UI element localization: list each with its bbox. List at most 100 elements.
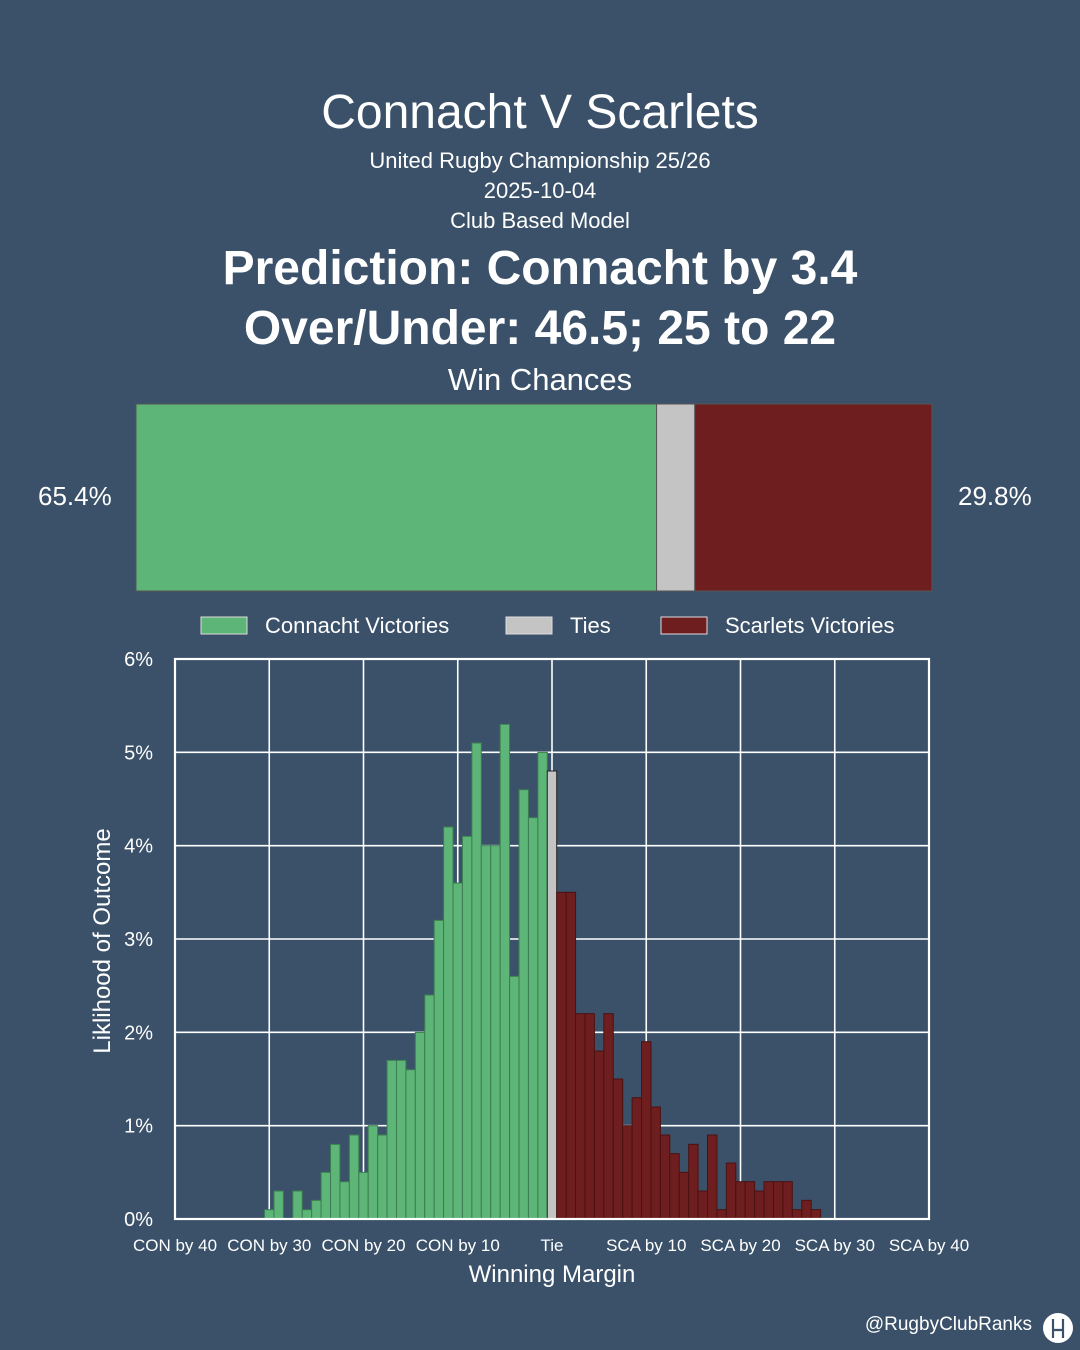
bar-ties: [546, 770, 558, 1220]
home-win-percentage: 65.4%: [38, 481, 112, 511]
match-date: 2025-10-04: [483, 178, 597, 203]
bar-scarlets-victories: [688, 1143, 699, 1220]
bar-scarlets-victories: [575, 1013, 586, 1220]
bar-connacht-victories: [490, 845, 501, 1220]
bar-scarlets-victories: [659, 1134, 671, 1220]
bar-scarlets-victories: [584, 1013, 595, 1220]
margin-histogram: 0%1%2%3%4%5%6% CON by 40 CON by 30 CON by …: [89, 649, 969, 1288]
bar-scarlets-victories: [782, 1181, 793, 1220]
y-tick-label: 4%: [124, 836, 153, 858]
bar-scarlets-victories: [716, 1209, 727, 1220]
away-win-percentage: 29.8%: [958, 481, 1032, 511]
y-tick-label: 5%: [124, 742, 153, 764]
legend-swatch-2: [660, 616, 708, 635]
bar-scarlets-victories: [612, 1078, 624, 1220]
bar-scarlets-victories: [641, 1041, 652, 1220]
bar-connacht-victories: [320, 1171, 332, 1220]
legend-swatch-1: [505, 616, 553, 635]
x-tick-label: CON by 40: [133, 1236, 217, 1255]
y-tick-label: 6%: [124, 649, 153, 671]
bar-connacht-victories: [339, 1181, 350, 1220]
bar-scarlets-victories: [763, 1181, 774, 1220]
x-tick-label: SCA by 40: [889, 1236, 969, 1255]
x-tick-label: CON by 10: [416, 1236, 500, 1255]
x-tick-label: SCA by 20: [700, 1236, 780, 1255]
bar-connacht-victories: [424, 994, 435, 1220]
win-chances-label: Win Chances: [447, 362, 633, 397]
x-axis-ticks: CON by 40 CON by 30 CON by 20 CON by 10 Tie S…: [133, 1236, 969, 1255]
bar-connacht-victories: [414, 1031, 426, 1220]
bar-scarlets-victories: [565, 891, 577, 1220]
over-under-headline: Over/Under: 46.5; 25 to 22: [243, 302, 837, 355]
bar-scarlets-victories: [622, 1125, 633, 1220]
home-win-segment: [135, 403, 658, 592]
tie-segment: [656, 403, 696, 592]
bar-connacht-victories: [264, 1209, 275, 1220]
bar-connacht-victories: [452, 882, 463, 1220]
bar-scarlets-victories: [725, 1162, 737, 1220]
bar-connacht-victories: [301, 1209, 313, 1220]
twitter-handle: @RugbyClubRanks: [864, 1314, 1032, 1335]
bar-connacht-victories: [537, 751, 548, 1220]
bar-scarlets-victories: [772, 1181, 784, 1220]
competition-subtitle: United Rugby Championship 25/26: [369, 148, 711, 173]
bar-connacht-victories: [292, 1190, 303, 1220]
bar-connacht-victories: [386, 1059, 397, 1220]
plot-frame: [173, 657, 931, 1221]
bar-connacht-victories: [367, 1125, 379, 1220]
x-tick-label: SCA by 10: [606, 1236, 686, 1255]
y-tick-label: 0%: [124, 1209, 153, 1231]
bar-connacht-victories: [480, 845, 492, 1220]
bar-connacht-victories: [395, 1059, 407, 1220]
bar-connacht-victories: [471, 742, 482, 1220]
bar-scarlets-victories: [791, 1209, 803, 1220]
bar-connacht-victories: [348, 1134, 360, 1220]
chart-title: Connacht V Scarlets: [321, 86, 759, 139]
bar-connacht-victories: [433, 919, 445, 1220]
y-axis-label: Liklihood of Outcome: [89, 828, 116, 1053]
y-tick-label: 1%: [124, 1116, 153, 1138]
legend-label-0: Connacht Victories: [265, 613, 449, 638]
y-axis-ticks: 0% 1% 2% 3% 4% 5% 6%: [124, 649, 153, 1231]
x-tick-label: CON by 20: [321, 1236, 405, 1255]
bar-scarlets-victories: [603, 1013, 614, 1220]
x-axis-label: Winning Margin: [469, 1261, 636, 1288]
bar-connacht-victories: [311, 1199, 322, 1220]
bar-scarlets-victories: [650, 1106, 661, 1220]
bar-scarlets-victories: [735, 1181, 746, 1220]
bar-scarlets-victories: [754, 1190, 765, 1220]
legend: Connacht Victories Ties Scarlets Victories: [200, 613, 895, 638]
bar-scarlets-victories: [801, 1199, 812, 1220]
model-label: Club Based Model: [450, 208, 630, 233]
bar-scarlets-victories: [744, 1181, 756, 1220]
bar-connacht-victories: [443, 826, 454, 1220]
x-tick-label: CON by 30: [227, 1236, 311, 1255]
prediction-chart: Connacht Victories Ties Scarlets Victories…: [89, 403, 969, 1288]
bar-scarlets-victories: [678, 1171, 690, 1220]
legend-label-1: Ties: [570, 613, 611, 638]
bar-scarlets-victories: [707, 1134, 718, 1220]
bar-connacht-victories: [461, 835, 473, 1220]
away-win-segment: [694, 403, 933, 592]
legend-swatch-0: [200, 616, 248, 635]
win-chances-bar: [135, 403, 933, 592]
bar-connacht-victories: [518, 789, 529, 1220]
x-tick-label: SCA by 30: [795, 1236, 875, 1255]
legend-label-2: Scarlets Victories: [725, 613, 895, 638]
bar-connacht-victories: [358, 1171, 369, 1220]
y-tick-label: 2%: [124, 1022, 153, 1044]
bar-connacht-victories: [273, 1190, 284, 1220]
x-tick-label: Tie: [541, 1236, 564, 1255]
rugby-posts-icon: [1043, 1313, 1073, 1343]
bar-scarlets-victories: [556, 891, 567, 1220]
bar-connacht-victories: [499, 723, 511, 1220]
bar-scarlets-victories: [810, 1209, 822, 1220]
bar-scarlets-victories: [669, 1153, 680, 1220]
bar-connacht-victories: [527, 817, 539, 1220]
prediction-headline: Prediction: Connacht by 3.4: [222, 242, 858, 295]
bar-scarlets-victories: [593, 1050, 605, 1220]
bar-connacht-victories: [377, 1134, 388, 1220]
bar-connacht-victories: [405, 1069, 416, 1220]
bar-connacht-victories: [509, 975, 520, 1220]
y-tick-label: 3%: [124, 929, 153, 951]
